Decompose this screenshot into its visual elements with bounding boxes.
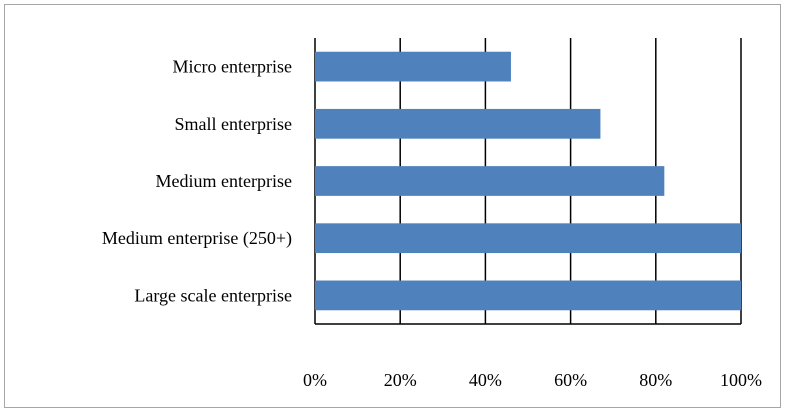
x-tick-label: 0% [303,370,327,390]
category-labels: Micro enterprise Small enterprise Medium e… [102,57,292,306]
category-label: Small enterprise [175,114,292,134]
bar [315,51,511,82]
bar [315,108,601,139]
category-label: Micro enterprise [173,57,292,77]
x-tick-label: 20% [384,370,417,390]
category-label: Medium enterprise [156,171,292,191]
category-label: Large scale enterprise [134,285,292,305]
x-tick-label: 60% [554,370,587,390]
x-tick-label: 80% [639,370,672,390]
bar [315,223,741,254]
x-tick-labels: 0% 20% 40% 60% 80% 100% [303,370,762,390]
x-tick-label: 100% [720,370,762,390]
bar [315,166,665,196]
category-label: Medium enterprise (250+) [102,228,292,249]
x-tick-label: 40% [469,370,502,390]
bars [315,51,741,311]
bar [315,280,741,311]
